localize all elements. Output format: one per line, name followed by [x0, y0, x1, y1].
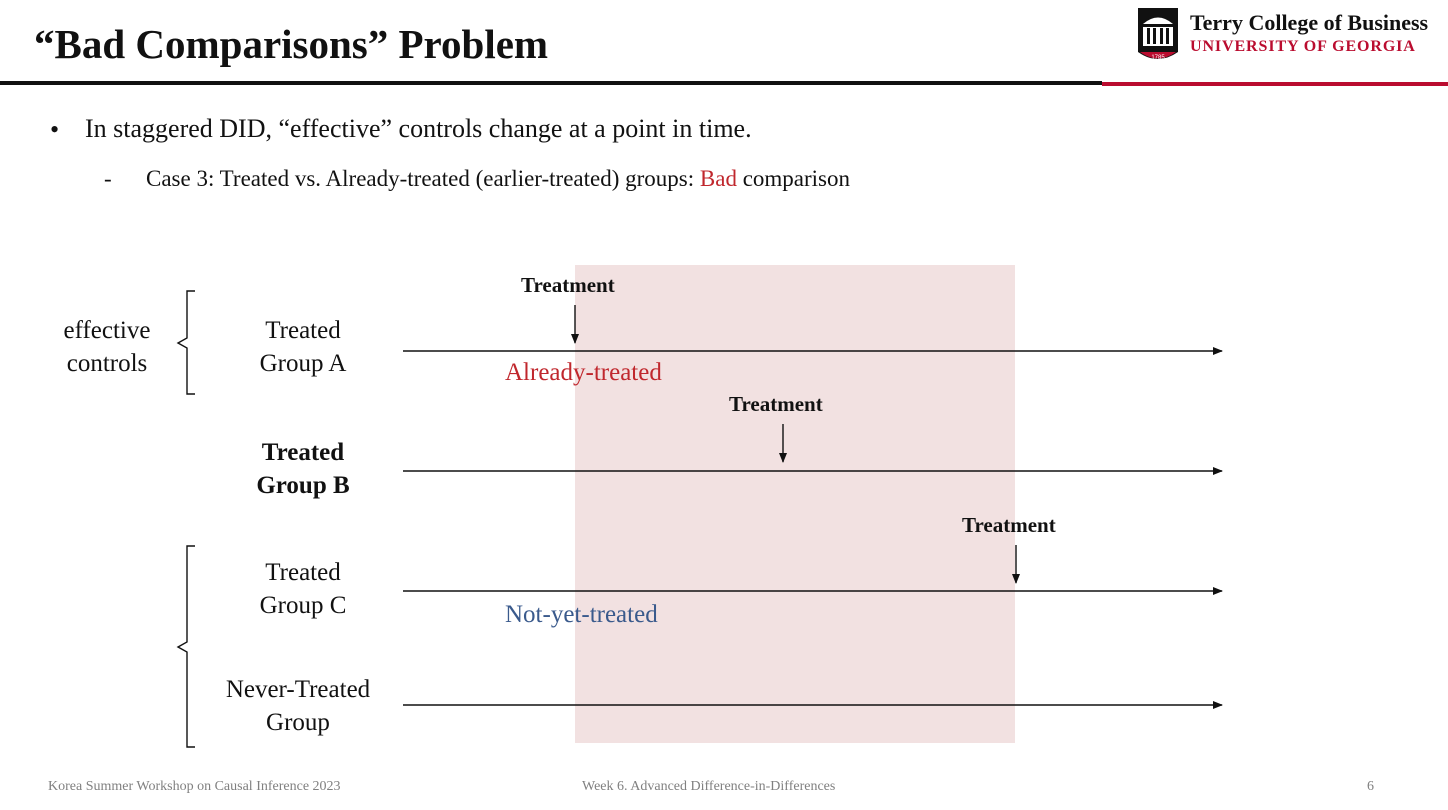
never-treated-line2: Group: [266, 709, 330, 736]
group-c-label: Treated Group C: [213, 556, 393, 622]
already-treated-label: Already-treated: [505, 359, 662, 386]
bullet-text: In staggered DID, “effective” controls c…: [85, 114, 752, 143]
uga-arch-logo-icon: 1785: [1138, 8, 1178, 61]
brand-university-name: UNIVERSITY OF GEORGIA: [1190, 38, 1416, 55]
footer-week-title: Week 6. Advanced Difference-in-Differenc…: [582, 779, 836, 794]
seal-year: 1785: [1151, 55, 1165, 61]
sub-bullet-marker: -: [104, 166, 112, 191]
group-b-line2: Group B: [256, 472, 350, 499]
effective-controls-brace-top: [176, 290, 195, 395]
never-treated-label: Never-Treated Group: [203, 673, 393, 739]
group-c-line1: Treated: [265, 559, 341, 586]
group-b-label: Treated Group B: [213, 436, 393, 502]
slide-title: “Bad Comparisons” Problem: [34, 21, 549, 67]
sub-bullet-prefix: Case 3: Treated vs. Already-treated (ear…: [146, 166, 700, 191]
sub-bullet-suffix: comparison: [736, 166, 851, 191]
effective-controls-brace-bottom: [176, 545, 195, 748]
brand-college-name: Terry College of Business: [1190, 10, 1429, 35]
group-c-line2: Group C: [259, 592, 347, 619]
group-a-line1: Treated: [265, 317, 341, 344]
effective-controls-label: effective controls: [52, 314, 162, 380]
treatment-label-c: Treatment: [962, 513, 1056, 537]
never-treated-line1: Never-Treated: [225, 676, 371, 703]
title-underline-accent: [1102, 82, 1448, 86]
treatment-label-a: Treatment: [521, 273, 615, 297]
sub-bullet-text: Case 3: Treated vs. Already-treated (ear…: [146, 166, 850, 192]
page-number: 6: [1367, 779, 1374, 794]
not-yet-treated-label: Not-yet-treated: [505, 601, 658, 628]
bullet-marker: •: [50, 115, 60, 144]
comparison-window-highlight: [575, 265, 1015, 743]
footer-workshop: Korea Summer Workshop on Causal Inferenc…: [48, 779, 341, 794]
group-b-line1: Treated: [261, 439, 345, 466]
bad-highlight: Bad: [699, 166, 737, 191]
group-a-line2: Group A: [259, 350, 347, 377]
treatment-label-b: Treatment: [729, 392, 823, 416]
effective-controls-line2: controls: [66, 350, 148, 377]
title-underline: [0, 81, 1102, 85]
group-a-label: Treated Group A: [213, 314, 393, 380]
effective-controls-line1: effective: [63, 317, 151, 344]
